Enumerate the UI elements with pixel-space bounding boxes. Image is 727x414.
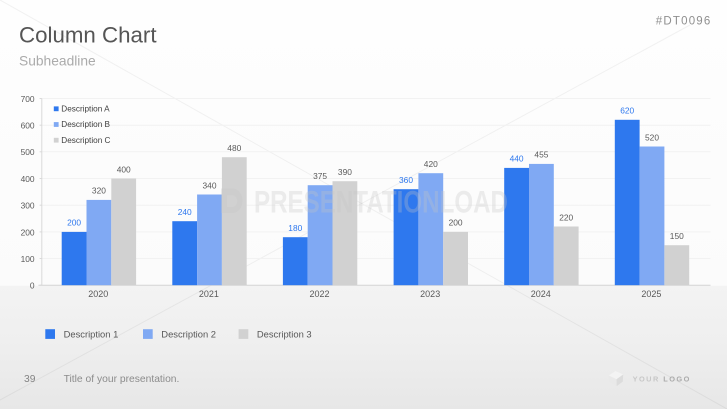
svg-text:39: 39 bbox=[24, 374, 36, 385]
svg-text:300: 300 bbox=[21, 201, 35, 211]
svg-text:200: 200 bbox=[21, 227, 35, 237]
svg-text:200: 200 bbox=[67, 218, 81, 228]
svg-text:200: 200 bbox=[449, 218, 463, 228]
svg-text:Column Chart: Column Chart bbox=[19, 22, 157, 47]
svg-text:390: 390 bbox=[338, 167, 352, 177]
svg-text:100: 100 bbox=[21, 254, 35, 264]
svg-text:180: 180 bbox=[288, 223, 302, 233]
svg-text:240: 240 bbox=[178, 207, 192, 217]
svg-text:Title of your presentation.: Title of your presentation. bbox=[64, 374, 180, 385]
svg-text:2024: 2024 bbox=[531, 289, 551, 299]
svg-text:220: 220 bbox=[559, 212, 573, 222]
svg-text:455: 455 bbox=[534, 150, 548, 160]
svg-text:500: 500 bbox=[21, 147, 35, 157]
svg-text:620: 620 bbox=[620, 106, 634, 116]
svg-text:360: 360 bbox=[399, 175, 413, 185]
svg-text:0: 0 bbox=[30, 281, 35, 291]
svg-text:Subheadline: Subheadline bbox=[19, 53, 96, 68]
svg-text:Description A: Description A bbox=[61, 104, 110, 113]
svg-text:YOUR LOGO: YOUR LOGO bbox=[633, 375, 691, 384]
svg-text:2020: 2020 bbox=[88, 289, 108, 299]
svg-text:400: 400 bbox=[117, 164, 131, 174]
svg-text:320: 320 bbox=[92, 186, 106, 196]
svg-text:2021: 2021 bbox=[199, 289, 219, 299]
svg-text:700: 700 bbox=[21, 94, 35, 104]
svg-text:2025: 2025 bbox=[641, 289, 661, 299]
svg-text:#DT0096: #DT0096 bbox=[656, 15, 712, 27]
svg-text:PRESENTATIONLOAD: PRESENTATIONLOAD bbox=[254, 184, 508, 220]
svg-text:Description B: Description B bbox=[61, 120, 110, 129]
svg-text:Description 3: Description 3 bbox=[257, 328, 312, 339]
svg-text:440: 440 bbox=[510, 154, 524, 164]
svg-text:520: 520 bbox=[645, 132, 659, 142]
svg-text:600: 600 bbox=[21, 121, 35, 131]
svg-text:Description 1: Description 1 bbox=[64, 328, 119, 339]
svg-text:480: 480 bbox=[227, 143, 241, 153]
svg-text:340: 340 bbox=[203, 180, 217, 190]
svg-text:2023: 2023 bbox=[420, 289, 440, 299]
svg-text:420: 420 bbox=[424, 159, 438, 169]
svg-text:400: 400 bbox=[21, 174, 35, 184]
svg-text:Description 2: Description 2 bbox=[161, 328, 216, 339]
svg-text:150: 150 bbox=[670, 231, 684, 241]
svg-text:375: 375 bbox=[313, 171, 327, 181]
svg-text:2022: 2022 bbox=[309, 289, 329, 299]
svg-text:Description C: Description C bbox=[61, 136, 110, 145]
